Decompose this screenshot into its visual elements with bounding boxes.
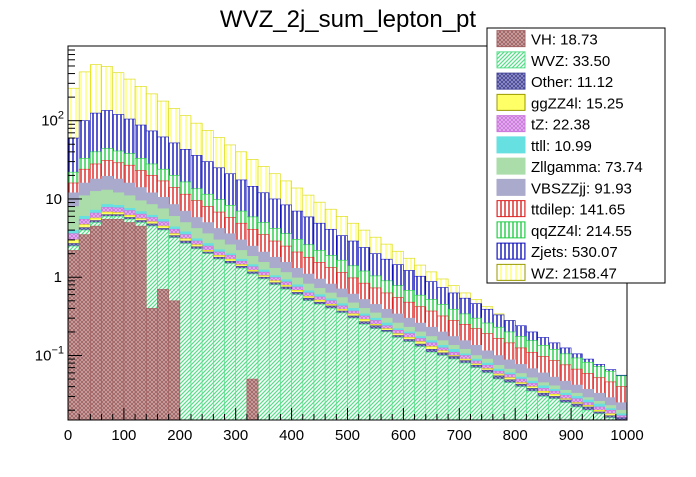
bar-WVZ-14	[224, 263, 237, 421]
legend-swatch-WZ	[496, 263, 526, 281]
bar-WVZ-35	[458, 362, 471, 421]
legend: VH: 18.73 WVZ: 33.50 Other: 11.12 ggZZ4l: 1…	[486, 27, 666, 284]
bar-WVZ-45	[570, 406, 583, 421]
bar-WVZ-41	[526, 390, 538, 421]
legend-swatch-WVZ	[496, 51, 526, 69]
legend-label-VH: VH: 18.73	[531, 32, 598, 49]
x-tick-label: 400	[279, 427, 304, 444]
bar-VH-16	[246, 378, 259, 421]
bar-WVZ-22	[313, 304, 326, 421]
y-tick-label: 102	[41, 110, 64, 130]
legend-label-WVZ: WVZ: 33.50	[531, 53, 610, 70]
bar-WVZ-24	[336, 312, 348, 421]
bar-WVZ-40	[514, 386, 527, 421]
bar-VH-2	[90, 225, 102, 421]
legend-swatch-Other	[496, 72, 526, 90]
bar-WVZ-17	[257, 278, 270, 421]
x-tick-label: 500	[335, 427, 360, 444]
legend-label-Zllgamma: Zllgamma: 73.74	[531, 159, 643, 176]
bar-WVZ-42	[537, 396, 550, 421]
legend-label-ttll: ttll: 10.99	[531, 138, 592, 155]
series-VH	[67, 218, 259, 421]
legend-swatch-ttdilep	[496, 200, 526, 218]
bar-WVZ-33	[436, 355, 449, 421]
legend-label-qqZZ4l: qqZZ4l: 214.55	[531, 223, 632, 240]
bar-VH-9	[168, 300, 181, 421]
legend-label-ggZZ4l: ggZZ4l: 15.25	[531, 95, 624, 112]
bar-VH-7	[145, 308, 158, 421]
bar-VH-0	[67, 250, 80, 421]
bar-VH-8	[157, 289, 169, 421]
legend-swatch-tZ	[496, 115, 526, 133]
legend-label-WZ: WZ: 2158.47	[531, 265, 617, 282]
bar-WVZ-39	[503, 382, 516, 421]
legend-swatch-ggZZ4l	[496, 93, 526, 111]
bar-WVZ-15	[235, 268, 248, 421]
bar-WVZ-18	[268, 284, 281, 421]
x-tick-label: 700	[447, 427, 472, 444]
x-tick-label: 800	[503, 427, 528, 444]
legend-swatch-ttll	[496, 136, 526, 154]
legend-swatch-VH	[496, 30, 526, 48]
bar-WVZ-10	[179, 243, 192, 421]
bar-WVZ-27	[369, 328, 382, 421]
x-tick-label: 300	[223, 427, 248, 444]
legend-swatch-VBSZZjj	[496, 178, 526, 196]
bar-VH-5	[123, 222, 136, 421]
bar-WVZ-19	[280, 289, 292, 421]
bar-VH-6	[134, 225, 147, 421]
legend-box	[486, 27, 666, 284]
bar-WVZ-47	[593, 413, 605, 421]
bar-VH-3	[101, 218, 114, 421]
bar-VH-4	[112, 218, 125, 421]
x-tick-label: 200	[167, 427, 192, 444]
legend-label-Zjets: Zjets: 530.07	[531, 244, 618, 261]
y-tick-label: 10−1	[35, 345, 64, 365]
legend-label-tZ: tZ: 22.38	[531, 117, 590, 134]
bar-WVZ-34	[447, 358, 460, 421]
chart-title: WVZ_2j_sum_lepton_pt	[220, 6, 476, 33]
bar-WVZ-13	[213, 258, 225, 421]
bar-WVZ-21	[302, 300, 315, 421]
bar-WVZ-23	[324, 308, 337, 421]
legend-label-Other: Other: 11.12	[531, 74, 613, 91]
y-tick-label: 10	[45, 191, 62, 208]
y-tick-label: 1	[54, 269, 62, 286]
bar-WVZ-37	[481, 372, 494, 421]
x-tick-label: 0	[64, 427, 72, 444]
bar-WVZ-31	[414, 346, 427, 421]
axes-layer: 0 100 200 300 400 500 600 700 800 900 1000 10−1 1 10 1…	[35, 45, 644, 444]
x-tick-label: 100	[111, 427, 136, 444]
legend-swatch-qqZZ4l	[496, 221, 526, 239]
legend-swatch-Zjets	[496, 242, 526, 260]
bar-WVZ-29	[391, 337, 404, 421]
bar-WVZ-30	[403, 341, 415, 421]
legend-swatch-Zllgamma	[496, 157, 526, 175]
bar-WVZ-26	[358, 324, 371, 421]
x-tick-label: 1000	[610, 427, 643, 444]
legend-label-ttdilep: ttdilep: 141.65	[531, 202, 625, 219]
bar-WVZ-38	[492, 378, 505, 421]
bar-WVZ-28	[380, 331, 393, 421]
bar-WVZ-43	[548, 398, 561, 421]
bar-WVZ-11	[190, 248, 203, 421]
bar-WVZ-46	[581, 409, 594, 421]
x-tick-label: 900	[559, 427, 584, 444]
bar-WVZ-36	[470, 367, 482, 421]
bar-WVZ-12	[201, 253, 214, 421]
bar-WVZ-20	[291, 294, 304, 421]
bar-VH-1	[78, 234, 91, 421]
bar-WVZ-25	[347, 317, 359, 421]
x-tick-label: 600	[391, 427, 416, 444]
legend-label-VBSZZjj: VBSZZjj: 91.93	[531, 180, 632, 197]
bar-WVZ-32	[425, 351, 438, 421]
bar-WVZ-44	[559, 402, 572, 421]
